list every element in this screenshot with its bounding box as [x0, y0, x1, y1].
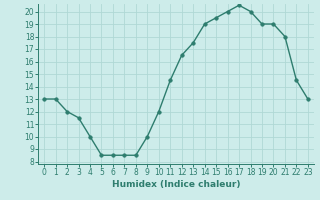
X-axis label: Humidex (Indice chaleur): Humidex (Indice chaleur): [112, 180, 240, 189]
